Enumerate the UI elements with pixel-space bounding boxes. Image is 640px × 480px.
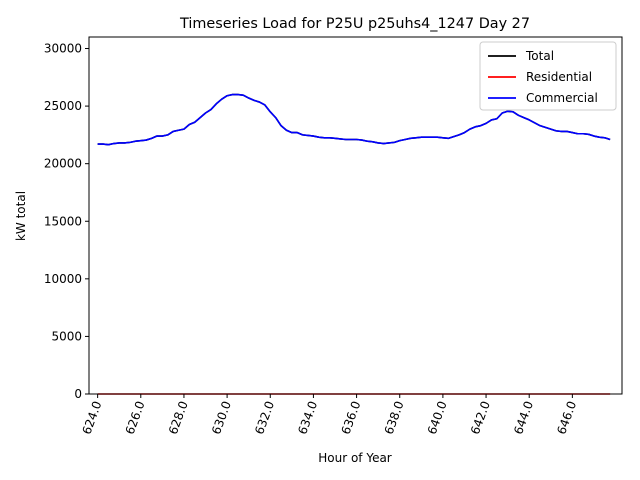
legend-label-residential: Residential	[526, 70, 592, 84]
chart-title: Timeseries Load for P25U p25uhs4_1247 Da…	[179, 16, 530, 32]
axes-frame	[88, 36, 623, 395]
y-tick-label: 10000	[44, 272, 82, 286]
legend-box	[479, 41, 617, 111]
legend-label-total: Total	[525, 49, 554, 63]
legend-label-commercial: Commercial	[526, 91, 598, 105]
series-line-commercial	[97, 93, 611, 146]
y-tick-label: 20000	[44, 157, 82, 171]
y-tick-label: 0	[74, 387, 82, 401]
y-tick-label: 15000	[44, 214, 82, 228]
x-axis-label: Hour of Year	[318, 451, 392, 465]
y-tick-label: 30000	[44, 42, 82, 56]
y-tick-label: 5000	[51, 329, 82, 343]
y-axis-label: kW total	[14, 191, 28, 241]
y-tick-label: 25000	[44, 99, 82, 113]
